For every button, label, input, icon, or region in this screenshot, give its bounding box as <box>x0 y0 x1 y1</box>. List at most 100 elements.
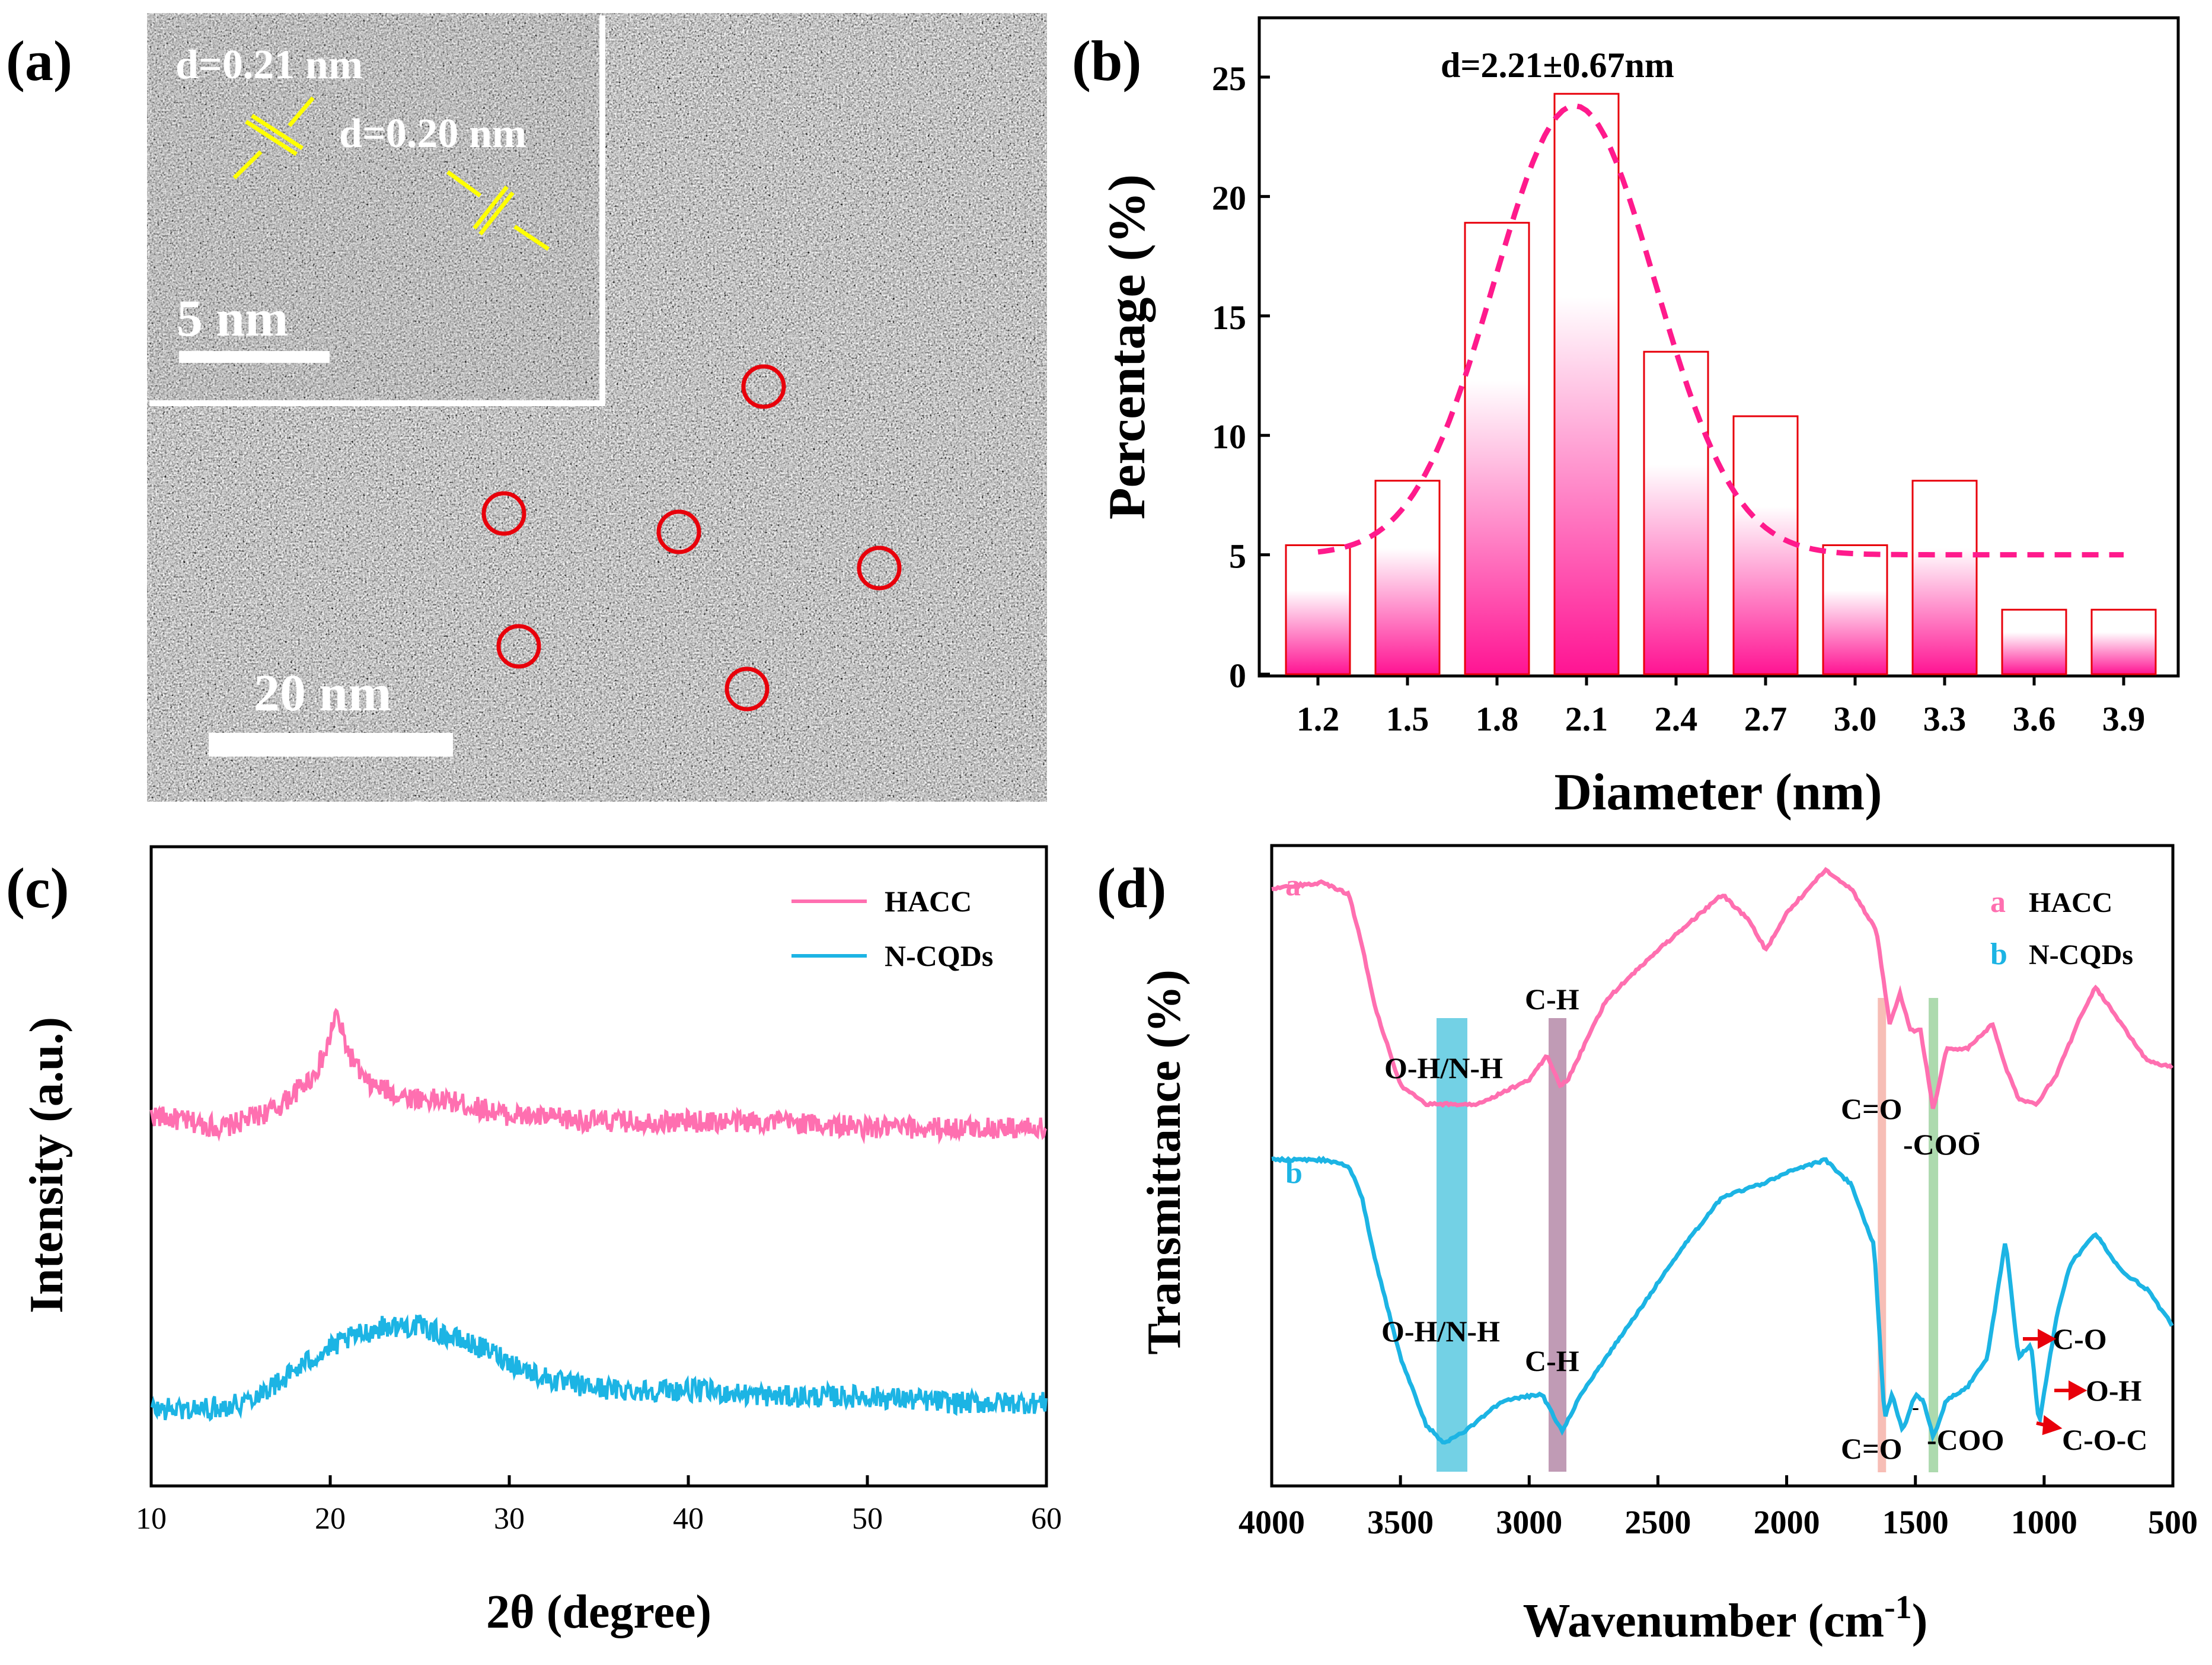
annotation-a-coo: -COO <box>1903 1128 1981 1161</box>
xrd-legend: HACC N-CQDs <box>791 885 993 972</box>
legend-letter-a: a <box>1990 885 2006 919</box>
ftir-x-ticks: 4000 3500 3000 2500 2000 1500 1000 500 <box>1239 1475 2198 1541</box>
histogram-y-ticks: 0 5 10 15 20 25 <box>1212 59 1270 695</box>
y-tick-label: 10 <box>1212 417 1246 456</box>
ftir-legend: a HACC b N-CQDs <box>1990 885 2133 971</box>
particle-circle <box>481 491 526 536</box>
x-tick-label: 3.9 <box>2102 700 2146 738</box>
inset-spacing-label-2: d=0.20 nm <box>339 111 526 157</box>
particle-circles <box>481 364 902 712</box>
lattice-marker-2 <box>446 170 550 251</box>
legend-label-hacc: HACC <box>2029 887 2112 918</box>
histogram-bar <box>2001 608 2067 675</box>
histogram-bar <box>1464 222 1530 675</box>
annotation-b-c-o-c: C-O-C <box>2062 1423 2147 1456</box>
histogram-bar <box>1553 92 1620 675</box>
y-tick-label: 25 <box>1212 59 1246 98</box>
x-tick-label: 20 <box>315 1502 346 1536</box>
annotation-b-oh-nh: O-H/N-H <box>1381 1315 1500 1348</box>
annotation-a-co: C=O <box>1841 1092 1903 1125</box>
xrd-y-axis-label: Intensity (a.u.) <box>21 1017 73 1313</box>
histogram-y-axis-label: Percentage (%) <box>1099 174 1156 519</box>
histogram-bar <box>1643 350 1709 675</box>
y-tick-label: 5 <box>1229 537 1246 576</box>
hrtem-inset-texture <box>149 15 602 403</box>
ftir-y-axis-label: Transmittance (%) <box>1138 969 1190 1355</box>
x-tick-label: 2.4 <box>1655 700 1698 738</box>
red-arrows <box>2023 1328 2087 1436</box>
particle-circle <box>724 666 770 712</box>
x-tick-label: 3.6 <box>2013 700 2056 738</box>
x-tick-label: 2.1 <box>1565 700 1608 738</box>
absorption-band <box>1437 1018 1467 1472</box>
x-tick-label: 30 <box>494 1502 525 1536</box>
panel-b: (b) 0 5 10 15 20 25 1.2 1.5 1.8 2.1 2.4 2.7 3.0 3.3 3… <box>1072 16 2180 821</box>
x-tick-label: 1.2 <box>1297 700 1340 738</box>
histogram-bar <box>1374 480 1441 675</box>
histogram-bar <box>1732 415 1799 675</box>
x-tick-label: 2000 <box>1754 1504 1820 1541</box>
x-tick-label: 1500 <box>1882 1504 1949 1541</box>
panel-b-label: (b) <box>1072 29 1141 92</box>
histogram-x-ticks: 1.2 1.5 1.8 2.1 2.4 2.7 3.0 3.3 3.6 3.9 <box>1297 676 2146 738</box>
particle-circle <box>857 546 902 591</box>
panel-c: (c) 10 20 30 40 50 60 HACC N-CQDs 2θ (degree)… <box>6 845 1062 1638</box>
x-tick-label: 2.7 <box>1744 700 1788 738</box>
y-tick-label: 15 <box>1212 298 1246 337</box>
legend-label-ncqds: N-CQDs <box>2029 939 2133 971</box>
histogram-bar <box>1822 544 1888 675</box>
x-tick-label: 3000 <box>1496 1504 1562 1541</box>
absorption-band <box>1929 998 1939 1472</box>
annotation-b-ch: C-H <box>1525 1344 1579 1377</box>
main-scale-label: 20 nm <box>254 665 391 722</box>
panel-d: (d) 4000 3500 3000 2500 2000 1500 1000 500 a b … <box>1097 844 2198 1647</box>
inset-border <box>149 15 605 406</box>
x-tick-label: 4000 <box>1239 1504 1305 1541</box>
annotation-b-o-h: O-H <box>2086 1374 2142 1407</box>
xrd-curve-ncqds <box>150 1314 1048 1422</box>
annotation-a-oh-nh: O-H/N-H <box>1384 1051 1503 1085</box>
absorption-band <box>1549 1018 1567 1472</box>
particle-circle <box>656 509 701 554</box>
x-tick-label: 60 <box>1031 1502 1062 1536</box>
annotation-b-c-o: C-O <box>2053 1322 2107 1355</box>
x-tick-label: 3500 <box>1367 1504 1434 1541</box>
x-tick-label: 500 <box>2148 1504 2198 1541</box>
panel-c-label: (c) <box>6 856 69 920</box>
panel-a-label: (a) <box>6 29 72 92</box>
histogram-bar <box>1911 480 1978 675</box>
panel-d-label: (d) <box>1097 856 1166 920</box>
histogram-bars <box>1285 92 2157 675</box>
legend-label-hacc: HACC <box>885 885 972 918</box>
ftir-frame <box>1270 844 2175 1488</box>
histogram-x-axis-label: Diameter (nm) <box>1554 764 1882 821</box>
x-tick-label: 3.0 <box>1834 700 1877 738</box>
curve-letter-b: b <box>1285 1156 1303 1190</box>
x-tick-label: 50 <box>852 1502 883 1536</box>
ftir-x-axis-label: Wavenumber (cm-1) <box>1523 1589 1928 1647</box>
lattice-marker-1 <box>232 96 315 180</box>
ftir-curve-ncqds <box>1271 1156 2174 1445</box>
ftir-x-axis-label-exp: -1 <box>1884 1589 1912 1626</box>
annotation-b-co-superscript: - <box>1912 1395 1919 1419</box>
particle-circle <box>741 364 786 409</box>
annotation-b-coo: -COO <box>1927 1423 2004 1456</box>
legend-label-ncqds: N-CQDs <box>885 939 993 972</box>
histogram-frame <box>1257 16 2180 678</box>
x-tick-label: 3.3 <box>1923 700 1967 738</box>
ftir-x-axis-label-close: ) <box>1912 1595 1928 1647</box>
inset-scale-bar <box>179 351 330 363</box>
xrd-x-ticks: 10 20 30 40 50 60 <box>136 1475 1062 1536</box>
ftir-curve-hacc <box>1271 867 2174 1109</box>
particle-circle <box>496 624 541 669</box>
annotation-a-coo-superscript: - <box>1973 1119 1980 1143</box>
annotation-a-ch: C-H <box>1525 983 1579 1016</box>
xrd-x-axis-label: 2θ (degree) <box>486 1586 711 1638</box>
ftir-x-axis-label-main: Wavenumber (cm <box>1523 1595 1885 1647</box>
x-tick-label: 2500 <box>1624 1504 1691 1541</box>
ftir-bands <box>1437 998 1939 1472</box>
curve-letter-a: a <box>1285 869 1301 902</box>
panel-a: (a) d=0.21 nm d=0.20 nm 5 nm 20 nm <box>6 13 1047 802</box>
x-tick-label: 40 <box>673 1502 704 1536</box>
